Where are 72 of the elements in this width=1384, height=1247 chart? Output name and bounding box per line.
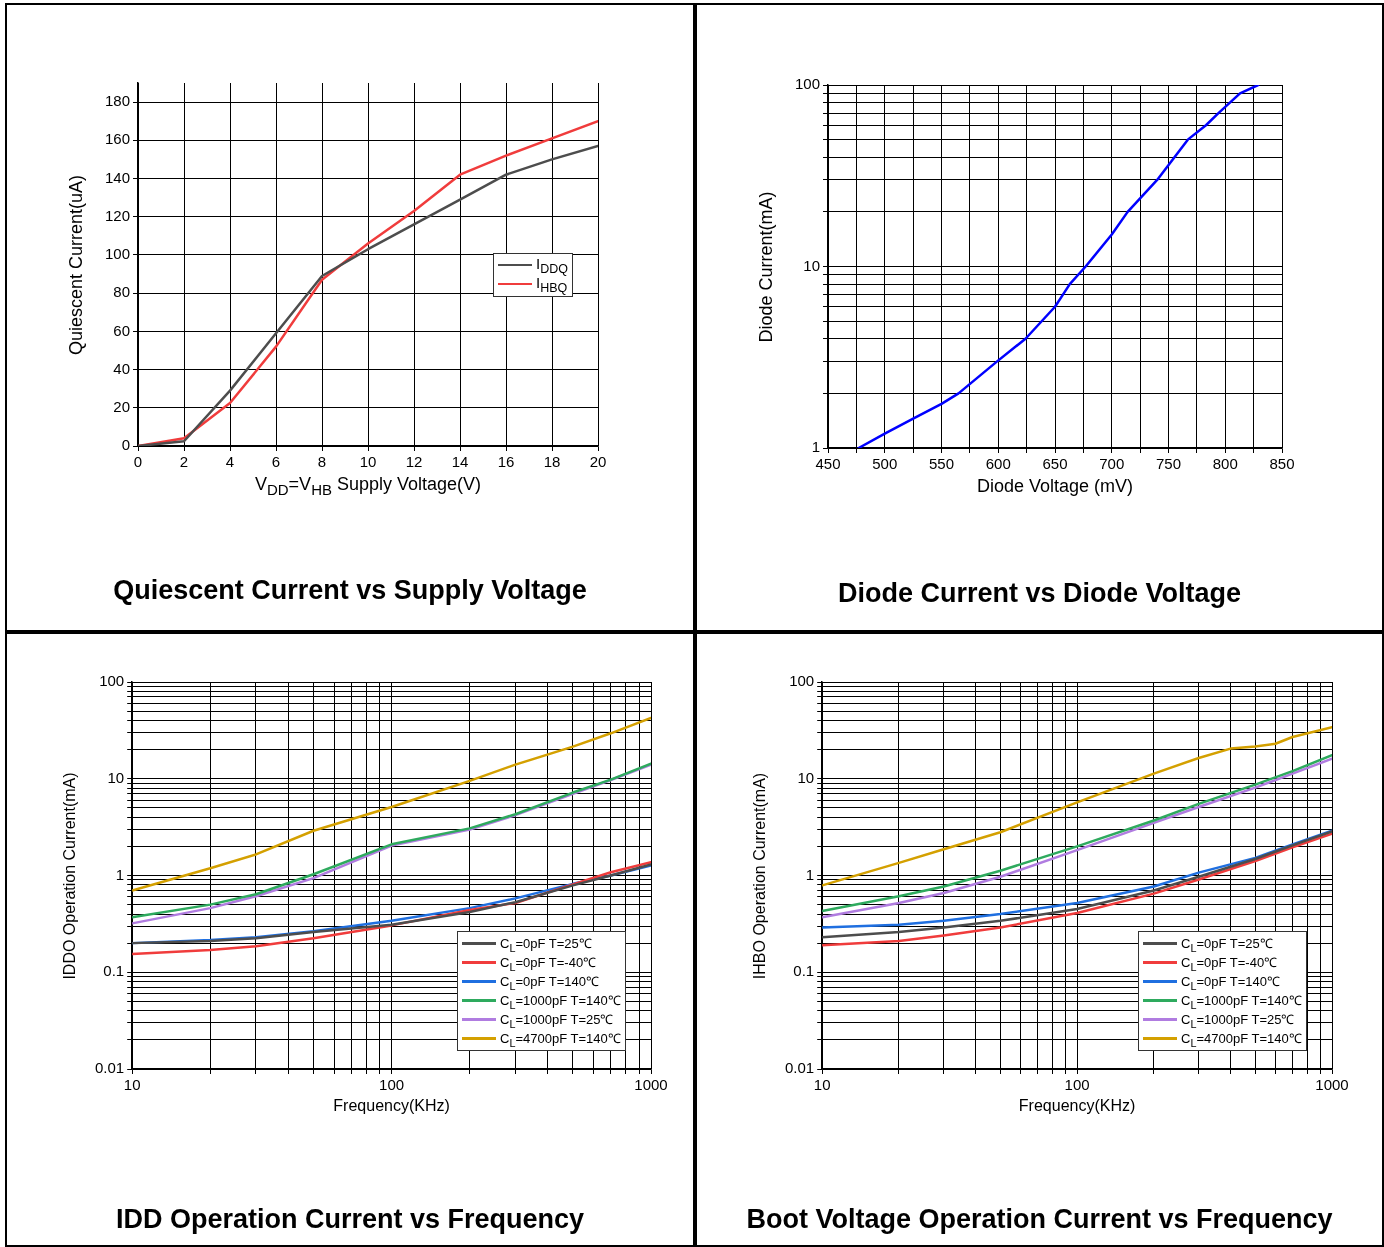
x-tick-label: 650 — [1042, 455, 1068, 473]
x-tick-label: 800 — [1212, 455, 1238, 473]
legend-label: C$_{L}$=0pF T=140℃ — [500, 972, 600, 992]
y-tick-label: 0 — [121, 436, 131, 454]
x-tick-label: 750 — [1155, 455, 1182, 473]
y-tick-label: 80 — [113, 283, 131, 301]
y-axis-title: Diode Current(mA) — [755, 190, 777, 343]
legend-label: C$_{L}$=4700pF T=140℃ — [1181, 1029, 1302, 1049]
y-tick-label: 0.01 — [784, 1059, 815, 1077]
legend-label: C$_{L}$=1000pF T=140℃ — [1181, 991, 1302, 1011]
legend-label: C$_{L}$=1000pF T=25℃ — [500, 1010, 614, 1030]
y-tick-label: 40 — [113, 359, 131, 377]
text: IDD Operation Current vs Frequency — [114, 1204, 586, 1235]
y-tick-label: 1 — [805, 865, 815, 883]
legend-label: C$_{L}$=0pF T=140℃ — [1181, 972, 1281, 992]
x-tick-label: 10 — [359, 453, 377, 471]
legend-label: C$_{L}$=0pF T=-40℃ — [1181, 953, 1278, 973]
y-tick-label: 60 — [113, 321, 131, 339]
x-tick-label: 4 — [225, 453, 235, 471]
text: Quiescent Current vs Supply Voltage — [112, 575, 588, 606]
x-tick-label: 12 — [405, 453, 423, 471]
legend-label: C$_{L}$=4700pF T=140℃ — [500, 1029, 621, 1049]
x-tick-label: 18 — [543, 453, 561, 471]
x-tick-label: 1000 — [634, 1076, 668, 1094]
x-tick-label: 1000 — [1315, 1076, 1349, 1094]
x-tick-label: 8 — [317, 453, 327, 471]
y-tick-label: 100 — [99, 672, 125, 690]
y-tick-label: 180 — [105, 92, 131, 110]
legend-label: C$_{L}$=1000pF T=25℃ — [1181, 1010, 1295, 1030]
x-tick-label: 850 — [1269, 455, 1295, 473]
x-axis-title: Frequency(KHz) — [1017, 1097, 1137, 1115]
y-tick-label: 0.01 — [94, 1059, 125, 1077]
x-tick-label: 6 — [271, 453, 281, 471]
x-tick-label: 100 — [379, 1076, 405, 1094]
x-tick-label: 700 — [1099, 455, 1125, 473]
y-tick-label: 100 — [105, 245, 131, 263]
x-tick-label: 0 — [133, 453, 143, 471]
x-tick-label: 100 — [1064, 1076, 1090, 1094]
x-tick-label: 2 — [179, 453, 189, 471]
y-tick-label: 160 — [105, 130, 131, 148]
x-axis-title: Diode Voltage (mV) — [975, 476, 1135, 497]
y-tick-label: 0.1 — [793, 962, 815, 980]
x-tick-label: 16 — [497, 453, 515, 471]
legend-label: I$_{DDQ}$ — [536, 254, 568, 276]
legend-label: C$_{L}$=0pF T=25℃ — [500, 934, 592, 954]
x-tick-label: 500 — [872, 455, 898, 473]
text: Diode Current vs Diode Voltage — [836, 578, 1243, 609]
x-tick-label: 550 — [929, 455, 955, 473]
y-tick-label: 100 — [789, 672, 815, 690]
legend-label: C$_{L}$=1000pF T=140℃ — [500, 991, 621, 1011]
text: Boot Voltage Operation Current vs Frequency — [745, 1204, 1334, 1235]
x-tick-label: 20 — [589, 453, 607, 471]
x-axis-title: Frequency(KHz) — [332, 1097, 451, 1115]
x-tick-label: 450 — [815, 455, 841, 473]
y-axis-title: Quiescent Current(uA) — [65, 174, 87, 355]
y-tick-label: 120 — [105, 206, 131, 224]
legend-label: C$_{L}$=0pF T=-40℃ — [500, 953, 597, 973]
x-tick-label: 14 — [451, 453, 469, 471]
y-tick-label: 20 — [113, 397, 131, 415]
y-tick-label: 10 — [797, 768, 815, 786]
y-tick-label: 1 — [115, 865, 125, 883]
y-tick-label: 100 — [795, 75, 821, 93]
legend-label: C$_{L}$=0pF T=25℃ — [1181, 934, 1273, 954]
y-axis-title: IDDO Operation Current(mA) — [61, 771, 80, 980]
y-tick-label: 10 — [803, 256, 821, 274]
y-axis-title: IHBO Operation Current(mA) — [751, 772, 770, 979]
y-tick-label: 140 — [105, 168, 131, 186]
x-axis-title: V$_{DD}$=V$_{HB}$ Supply Voltage(V) — [253, 474, 483, 498]
x-tick-label: 600 — [985, 455, 1011, 473]
y-tick-label: 0.1 — [103, 962, 125, 980]
y-tick-label: 1 — [811, 438, 821, 456]
y-tick-label: 10 — [107, 768, 125, 786]
